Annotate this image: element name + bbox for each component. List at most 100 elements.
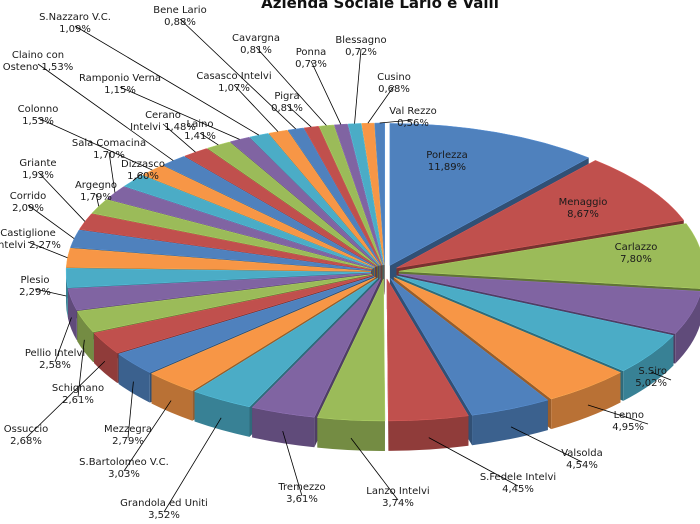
slice-value-36: 0,56% <box>397 118 429 129</box>
leader-line-33 <box>310 60 342 125</box>
slice-value-18: 2,09% <box>12 203 44 214</box>
leader-line-17 <box>27 241 68 259</box>
pie-slice-rim-5-0 <box>551 372 621 430</box>
slice-label-26: Laino <box>187 119 214 130</box>
pie-slice-top-14 <box>76 274 372 333</box>
pie-slice-rim-6-0 <box>472 400 548 446</box>
slices-layer <box>65 122 700 451</box>
pie-slice-rim-15-0 <box>68 288 77 341</box>
slice-value-1: 8,67% <box>567 209 599 220</box>
slice-value-29: 1,07% <box>218 83 250 94</box>
pie-slice-top-24 <box>162 156 376 267</box>
slice-label-21: Sala Comacina <box>72 138 146 149</box>
slice-label-15: Pellio Intelvi <box>25 348 85 359</box>
leader-line-16 <box>34 288 67 297</box>
slice-label-4: S.Siro <box>638 366 667 377</box>
slice-value-26: 1,41% <box>184 131 216 142</box>
slice-label-29: Casasco Intelvi <box>196 71 271 82</box>
slice-label-9: Tremezzo <box>277 482 325 493</box>
slice-value-11: 3,03% <box>108 469 140 480</box>
leader-line-36 <box>379 119 414 124</box>
slice-label-1: Menaggio <box>559 197 608 208</box>
slice-value-12: 2,79% <box>112 436 144 447</box>
leader-line-5 <box>587 404 649 425</box>
slice-value-label-25: Intelvi 1,48% <box>130 122 196 133</box>
slice-value-5: 4,95% <box>612 422 644 433</box>
slice-value-4: 5,02% <box>635 378 667 389</box>
pie-slice-rim-13-0 <box>94 333 118 384</box>
slice-value-10: 3,52% <box>148 510 180 521</box>
pie-slice-rim-7-0 <box>388 415 469 451</box>
slice-value-14: 2,61% <box>62 395 94 406</box>
leader-line-15 <box>54 317 72 363</box>
pie-slice-top-34 <box>347 123 384 266</box>
slice-value-30: 0,88% <box>164 17 196 28</box>
slice-label-18: Corrido <box>10 191 46 202</box>
leader-line-25 <box>162 123 196 153</box>
slice-label-20: Argegno <box>75 180 117 191</box>
slice-value-2: 7,80% <box>620 254 652 265</box>
pie-slice-top-11 <box>150 276 376 391</box>
chart-title: Azienda Sociale Lario e Valli <box>261 0 499 12</box>
pie-slice-top-32 <box>318 124 383 266</box>
slice-value-32: 0,81% <box>240 45 272 56</box>
slice-label-32: Cavargna <box>232 33 280 44</box>
slice-label-12: Mezzegra <box>104 424 152 435</box>
slice-label-6: Valsolda <box>561 448 603 459</box>
leader-line-18 <box>27 204 75 239</box>
slice-label-25: Cerano <box>145 110 181 121</box>
leader-line-12 <box>127 381 134 439</box>
pie-slice-top-23 <box>142 165 375 268</box>
pie-slice-rim-11-0 <box>151 373 193 421</box>
pie-slice-8 <box>316 278 386 451</box>
pie-slice-top-8 <box>316 278 386 422</box>
leader-line-8 <box>350 437 399 501</box>
slice-label-7: S.Fedele Intelvi <box>480 472 556 483</box>
slice-value-19: 1,93% <box>22 170 54 181</box>
pie-slice-top-21 <box>106 186 374 269</box>
pie-slice-top-4 <box>396 275 674 372</box>
slice-value-22: 1,60% <box>127 171 159 182</box>
leader-line-7 <box>428 437 519 487</box>
leader-line-30 <box>179 18 296 130</box>
slice-label-16: Plesio <box>20 275 49 286</box>
slice-value-13: 2,68% <box>10 436 42 447</box>
slice-value-6: 4,54% <box>566 460 598 471</box>
leader-line-29 <box>233 84 279 132</box>
leader-line-14 <box>77 339 85 398</box>
slice-label-36: Val Rezzo <box>389 106 436 117</box>
leader-line-6 <box>510 426 583 463</box>
pie-slice-top-0 <box>389 123 590 266</box>
slice-value-31: 0,81% <box>271 103 303 114</box>
slice-label-13: Ossuccio <box>4 424 49 435</box>
pie-slice-7 <box>386 278 469 451</box>
slice-label-23: Colonno <box>18 104 59 115</box>
pie-slice-rim-8-0 <box>317 417 385 451</box>
leader-line-4 <box>651 371 672 381</box>
pie-slice-rim-9-0 <box>252 407 315 448</box>
pie-slice-top-1 <box>396 160 685 269</box>
slice-label-35: Cusino <box>377 72 411 83</box>
slice-value-0: 11,89% <box>428 162 466 173</box>
slice-label-17: Castiglione <box>0 228 56 239</box>
pie-slice-top-7 <box>386 278 469 422</box>
pie-slice-rim-12-0 <box>118 353 150 403</box>
pie-slice-top-12 <box>118 276 375 373</box>
leader-line-32 <box>255 46 327 126</box>
pie-slice-rim-16-0 <box>66 272 68 318</box>
slice-value-23: 1,53% <box>22 116 54 127</box>
pie-slice-top-9 <box>251 278 381 418</box>
leader-line-26 <box>199 132 219 146</box>
slice-value-label-24: Osteno 1,53% <box>3 62 74 73</box>
leader-line-35 <box>367 85 395 124</box>
pie-slice-rim-4-0 <box>623 335 674 401</box>
pie-slice-top-13 <box>93 275 373 354</box>
slice-value-9: 3,61% <box>286 494 318 505</box>
pie-slice-top-20 <box>91 199 373 270</box>
pie-slice-top-35 <box>361 122 385 266</box>
slice-label-34: Blessagno <box>335 35 386 46</box>
leader-line-9 <box>282 431 303 497</box>
